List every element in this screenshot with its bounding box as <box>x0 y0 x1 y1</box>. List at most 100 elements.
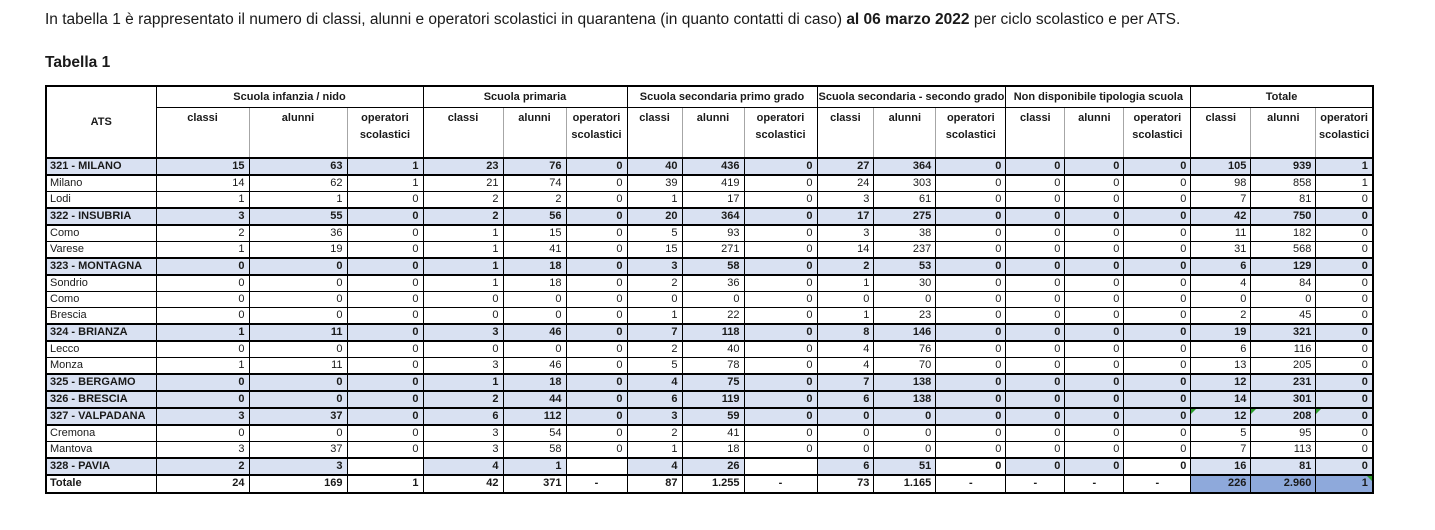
value-cell: 24 <box>155 473 249 493</box>
value-cell: 42 <box>422 473 503 493</box>
value-cell: 1 <box>626 190 682 208</box>
row-label: Milano <box>45 174 156 192</box>
table-row-lecco: Lecco 0 0 0 0 0 0 2 40 0 4 76 0 0 0 0 6 116 0 <box>45 340 1373 358</box>
green-corner-indicator <box>1251 409 1257 414</box>
intro-text-before: In tabella 1 è rappresentato il numero d… <box>45 11 847 28</box>
value-cell: 41 <box>502 240 566 258</box>
value-cell: 0 <box>1064 340 1124 358</box>
value-cell: 0 <box>873 290 936 308</box>
value-cell: 0 <box>873 406 936 426</box>
value-cell: 0 <box>565 206 627 226</box>
value-cell: 0 <box>743 224 817 242</box>
value-cell: 0 <box>1190 290 1251 308</box>
value-cell: 0 <box>346 372 423 392</box>
green-corner-indicator <box>1366 476 1372 481</box>
value-cell: 2 <box>626 274 682 292</box>
value-cell: 45 <box>1250 306 1316 324</box>
value-cell: 55 <box>248 206 347 226</box>
value-cell: 24 <box>816 174 874 192</box>
value-cell: 0 <box>1005 440 1065 458</box>
value-cell: 0 <box>1123 190 1191 208</box>
value-cell: 0 <box>155 256 249 276</box>
value-cell: 0 <box>873 424 936 442</box>
value-cell: 0 <box>1064 174 1124 192</box>
value-cell: 1.165 <box>873 473 936 493</box>
table-row-325-bergamo: 325 - BERGAMO 0 0 0 1 18 0 4 75 0 7 138 0 0 0 0 12 231 0 <box>45 372 1373 392</box>
value-cell: 0 <box>935 389 1006 409</box>
value-cell: 939 <box>1250 156 1316 176</box>
value-cell: 0 <box>346 274 423 292</box>
value-cell: 226 <box>1190 473 1251 493</box>
value-cell: 0 <box>1123 322 1191 342</box>
value-cell: 138 <box>873 372 936 392</box>
value-cell: 208 <box>1250 406 1316 426</box>
value-cell: 1.255 <box>681 473 744 493</box>
value-cell: 568 <box>1250 240 1316 258</box>
value-cell: 42 <box>1190 206 1251 226</box>
value-cell: 0 <box>1315 224 1373 242</box>
value-cell: 61 <box>873 190 936 208</box>
value-cell: 0 <box>248 306 347 324</box>
value-cell: 0 <box>346 224 423 242</box>
value-cell: 22 <box>681 306 744 324</box>
value-cell: 4 <box>422 456 503 476</box>
value-cell: 0 <box>743 406 817 426</box>
row-label: Mantova <box>45 440 156 458</box>
value-cell: 37 <box>248 406 347 426</box>
value-cell: 23 <box>873 306 936 324</box>
value-cell: 0 <box>346 440 423 458</box>
row-label: 327 - VALPADANA <box>45 406 156 426</box>
value-cell: 113 <box>1250 440 1316 458</box>
value-cell: 0 <box>1005 290 1065 308</box>
value-cell: 0 <box>1250 290 1316 308</box>
value-cell: 54 <box>502 424 566 442</box>
value-cell: 0 <box>502 306 566 324</box>
value-cell: 0 <box>743 240 817 258</box>
value-cell: 75 <box>681 372 744 392</box>
row-label: Cremona <box>45 424 156 442</box>
value-cell: 0 <box>565 256 627 276</box>
value-cell: 11 <box>248 356 347 374</box>
value-cell: 15 <box>502 224 566 242</box>
value-cell: 1 <box>626 440 682 458</box>
value-cell: 0 <box>565 440 627 458</box>
value-cell: 0 <box>873 440 936 458</box>
value-cell: 4 <box>816 356 874 374</box>
table-row-varese: Varese 1 19 0 1 41 0 15 271 0 14 237 0 0 0 0 31 568 0 <box>45 240 1373 258</box>
value-cell: 6 <box>1190 340 1251 358</box>
value-cell: 12 <box>1190 372 1251 392</box>
value-cell: 301 <box>1250 389 1316 409</box>
value-cell: 0 <box>1123 406 1191 426</box>
value-cell: 0 <box>1123 340 1191 358</box>
value-cell: 419 <box>681 174 744 192</box>
value-cell: 0 <box>248 256 347 276</box>
value-cell: 3 <box>422 440 503 458</box>
value-cell: 1 <box>1315 156 1373 176</box>
value-cell: 0 <box>1123 440 1191 458</box>
value-cell: 0 <box>346 356 423 374</box>
value-cell: 2 <box>502 190 566 208</box>
value-cell: 5 <box>1190 424 1251 442</box>
value-cell: 2 <box>422 206 503 226</box>
value-cell: 0 <box>743 424 817 442</box>
value-cell: 0 <box>155 274 249 292</box>
value-cell: 0 <box>816 406 874 426</box>
value-cell: 0 <box>346 389 423 409</box>
value-cell: 3 <box>626 406 682 426</box>
value-cell: 0 <box>1005 224 1065 242</box>
value-cell: 0 <box>935 174 1006 192</box>
value-cell: 0 <box>1123 424 1191 442</box>
value-cell: 0 <box>565 322 627 342</box>
value-cell: 0 <box>1315 306 1373 324</box>
value-cell: 0 <box>1005 340 1065 358</box>
value-cell: 0 <box>935 290 1006 308</box>
green-corner-indicator <box>1316 409 1322 414</box>
row-label: 321 - MILANO <box>45 156 156 176</box>
table-row-totale: Totale 24 169 1 42 371-87 1.255-73 1.165- - - -226… <box>45 473 1373 493</box>
row-label: Varese <box>45 240 156 258</box>
value-cell: 0 <box>681 290 744 308</box>
value-cell: 0 <box>155 306 249 324</box>
value-cell: 15 <box>626 240 682 258</box>
value-cell: 0 <box>1064 322 1124 342</box>
value-cell: 0 <box>155 340 249 358</box>
